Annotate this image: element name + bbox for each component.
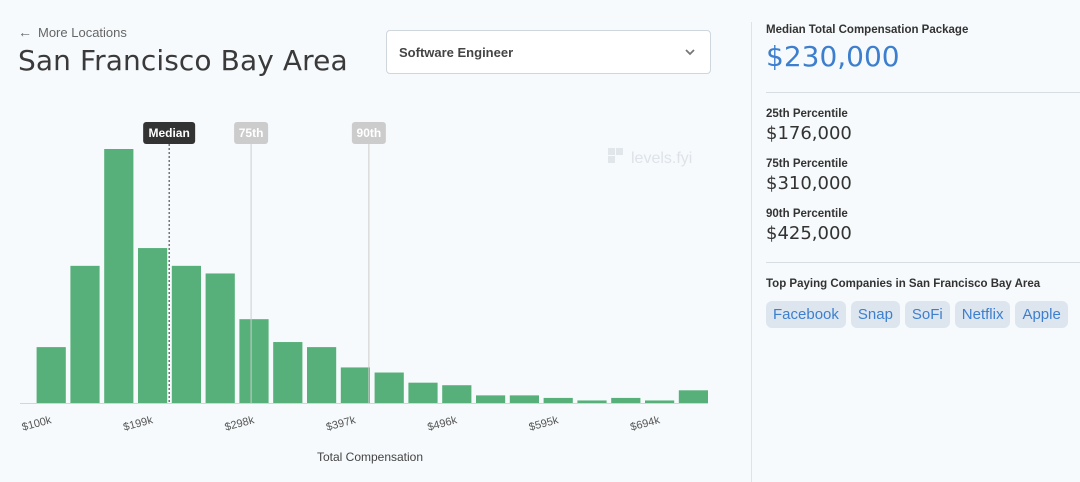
watermark-text: levels.fyi: [631, 150, 692, 167]
marker-label-75th: 75th: [239, 126, 264, 140]
percentile-75-value: $310,000: [766, 173, 852, 194]
job-title-select-value: Software Engineer: [399, 44, 514, 60]
company-tag-netflix[interactable]: Netflix: [954, 301, 1011, 328]
percentile-75: 75th Percentile $310,000: [766, 158, 852, 194]
x-tick-label: $595k: [528, 414, 561, 433]
back-link[interactable]: ← More Locations: [18, 24, 127, 40]
percentile-25-value: $176,000: [766, 123, 852, 144]
percentile-90-label: 90th Percentile: [766, 208, 848, 220]
company-tag-sofi[interactable]: SoFi: [904, 301, 950, 328]
histogram-bar: [374, 372, 404, 403]
histogram-bar: [611, 397, 641, 403]
histogram-bar: [70, 265, 100, 403]
x-tick-label: $199k: [122, 414, 155, 433]
percentile-25: 25th Percentile $176,000: [766, 108, 852, 144]
page-title: San Francisco Bay Area: [18, 44, 348, 77]
histogram-bar: [543, 397, 573, 403]
histogram-bar: [104, 149, 134, 403]
top-companies-list: Facebook Snap SoFi Netflix Apple: [766, 301, 1068, 328]
chevron-down-icon: [685, 49, 695, 56]
x-tick-label: $100k: [21, 414, 54, 433]
histogram-bar: [645, 400, 675, 403]
percentile-90: 90th Percentile $425,000: [766, 208, 852, 244]
histogram-bar: [205, 273, 235, 403]
median-label: Median Total Compensation Package: [766, 24, 969, 36]
histogram-bar: [678, 390, 708, 403]
compensation-histogram: levels.fyi Median 75th 90th $100k $199k $298k $…: [20, 122, 708, 464]
histogram-bar: [307, 347, 337, 403]
histogram-bar: [239, 319, 269, 403]
sidebar-divider: [751, 22, 752, 482]
histogram-bar: [442, 385, 472, 403]
histogram-bar: [138, 248, 168, 403]
histogram-bar: [577, 400, 607, 403]
histogram-bar: [408, 382, 438, 403]
arrow-left-icon: ←: [18, 24, 32, 40]
x-axis-label: Total Compensation: [317, 450, 423, 464]
histogram-bar: [171, 265, 201, 403]
back-link-label: More Locations: [38, 24, 127, 40]
marker-badge-75th: [234, 122, 269, 144]
marker-badge-90th: [351, 122, 386, 144]
marker-label-median: Median: [148, 126, 189, 140]
job-title-select[interactable]: Software Engineer: [386, 30, 711, 74]
x-tick-label: $298k: [224, 414, 257, 433]
percentile-90-value: $425,000: [766, 223, 852, 244]
histogram-bar: [340, 367, 370, 403]
median-value: $230,000: [766, 40, 900, 73]
marker-badge-median: [143, 122, 196, 144]
histogram-bar: [476, 395, 506, 403]
company-tag-apple[interactable]: Apple: [1015, 301, 1068, 328]
levels-fyi-logo-icon: [608, 148, 623, 163]
x-tick-label: $397k: [325, 414, 358, 433]
company-tag-facebook[interactable]: Facebook: [766, 301, 846, 328]
x-tick-label: $694k: [629, 414, 662, 433]
marker-label-90th: 90th: [357, 126, 382, 140]
sidebar-separator: [766, 92, 1080, 93]
top-companies-label: Top Paying Companies in San Francisco Ba…: [766, 278, 1041, 290]
company-tag-snap[interactable]: Snap: [850, 301, 900, 328]
x-tick-label: $496k: [426, 414, 459, 433]
histogram-bar: [509, 395, 539, 403]
histogram-bar: [273, 342, 303, 403]
sidebar-separator: [766, 262, 1080, 263]
percentile-75-label: 75th Percentile: [766, 158, 848, 170]
histogram-bar: [36, 347, 66, 403]
percentile-25-label: 25th Percentile: [766, 108, 848, 120]
